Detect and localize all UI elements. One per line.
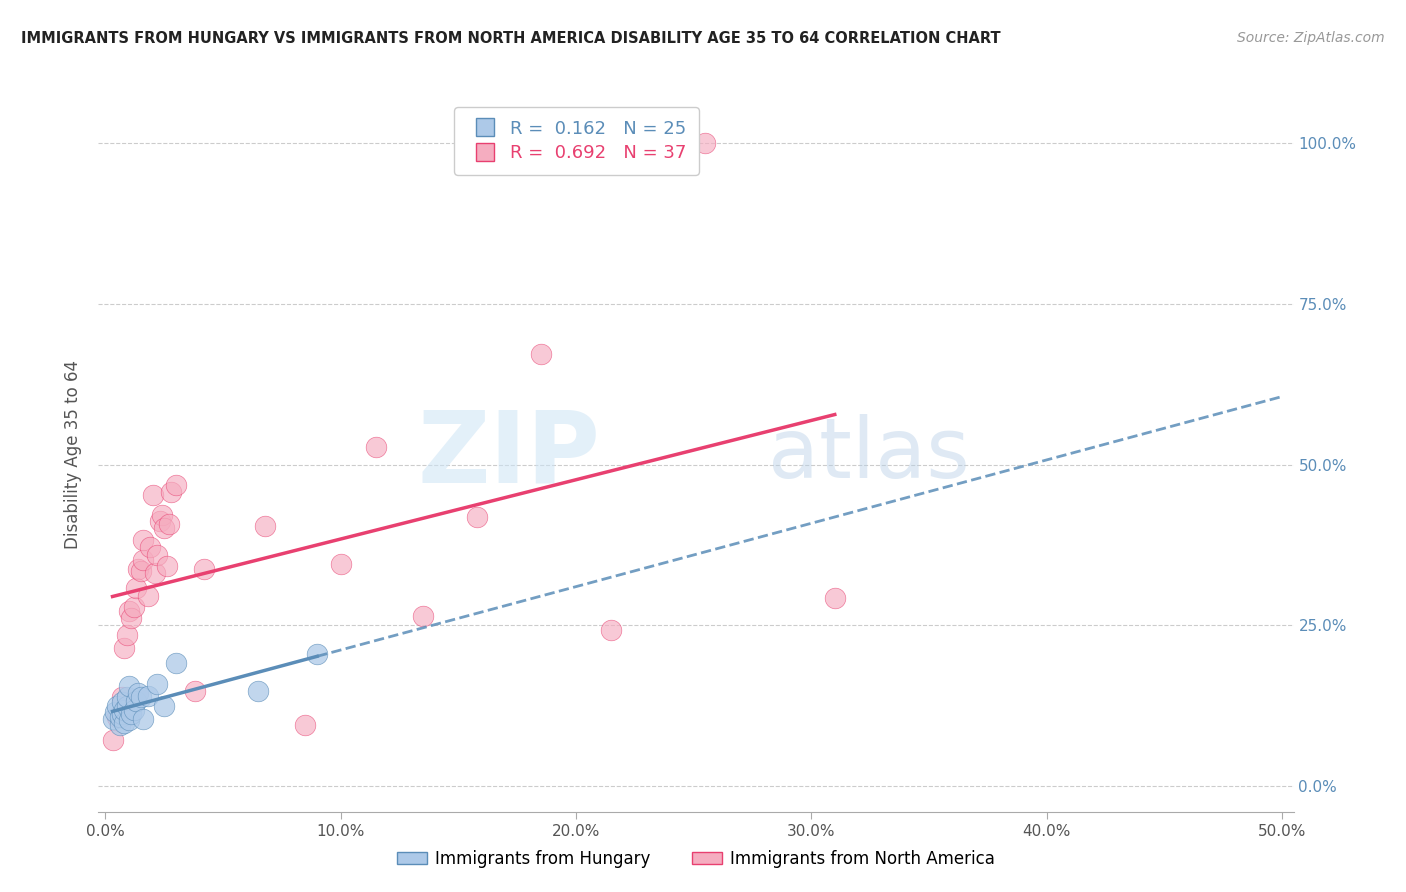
Point (160, 484, 183, 499)
Point (115, 690, 138, 705)
Point (132, 552, 155, 566)
Point (329, 558, 352, 572)
Point (254, 518, 277, 533)
Text: Source: ZipAtlas.com: Source: ZipAtlas.com (1237, 31, 1385, 45)
Point (129, 690, 152, 705)
Point (122, 600, 145, 615)
Point (149, 514, 172, 528)
Point (120, 610, 142, 624)
Point (125, 581, 148, 595)
Point (115, 628, 138, 642)
Point (153, 698, 176, 713)
Text: ZIP: ZIP (418, 407, 600, 503)
Text: IMMIGRANTS FROM HUNGARY VS IMMIGRANTS FROM NORTH AMERICA DISABILITY AGE 35 TO 64: IMMIGRANTS FROM HUNGARY VS IMMIGRANTS FR… (21, 31, 1001, 46)
Point (156, 559, 179, 574)
Point (112, 716, 135, 731)
Point (136, 590, 159, 604)
Point (111, 690, 134, 705)
Point (153, 520, 176, 534)
Point (111, 706, 134, 721)
Point (132, 533, 155, 548)
Point (695, 136, 717, 150)
Point (143, 566, 166, 580)
Point (530, 347, 553, 361)
Point (139, 540, 162, 554)
Point (132, 711, 155, 725)
Point (118, 679, 141, 693)
Point (108, 709, 131, 723)
Point (105, 709, 128, 723)
Point (118, 714, 141, 728)
Point (247, 684, 270, 698)
Y-axis label: Disability Age 35 to 64: Disability Age 35 to 64 (65, 360, 83, 549)
Point (111, 695, 134, 709)
Point (150, 508, 173, 522)
Point (364, 440, 387, 454)
Point (824, 591, 846, 606)
Point (193, 562, 215, 576)
Point (104, 705, 127, 719)
Point (112, 640, 135, 655)
Point (127, 686, 149, 700)
Point (118, 604, 141, 618)
Point (136, 689, 159, 703)
Point (146, 548, 169, 562)
Point (294, 718, 316, 732)
Point (122, 703, 145, 717)
Point (412, 608, 434, 623)
Legend: Immigrants from Hungary, Immigrants from North America: Immigrants from Hungary, Immigrants from… (389, 844, 1002, 875)
Point (141, 488, 163, 502)
Point (120, 706, 142, 721)
Point (125, 694, 148, 708)
Text: atlas: atlas (768, 415, 969, 495)
Point (165, 656, 187, 670)
Point (115, 698, 138, 713)
Point (184, 684, 207, 698)
Point (101, 732, 124, 747)
Point (307, 647, 329, 661)
Point (146, 677, 169, 691)
Point (157, 516, 180, 531)
Point (165, 478, 187, 492)
Point (465, 510, 488, 524)
Point (127, 562, 149, 576)
Point (600, 624, 623, 638)
Point (105, 698, 128, 713)
Point (108, 718, 131, 732)
Point (101, 711, 124, 725)
Point (129, 564, 152, 578)
Point (112, 703, 135, 717)
